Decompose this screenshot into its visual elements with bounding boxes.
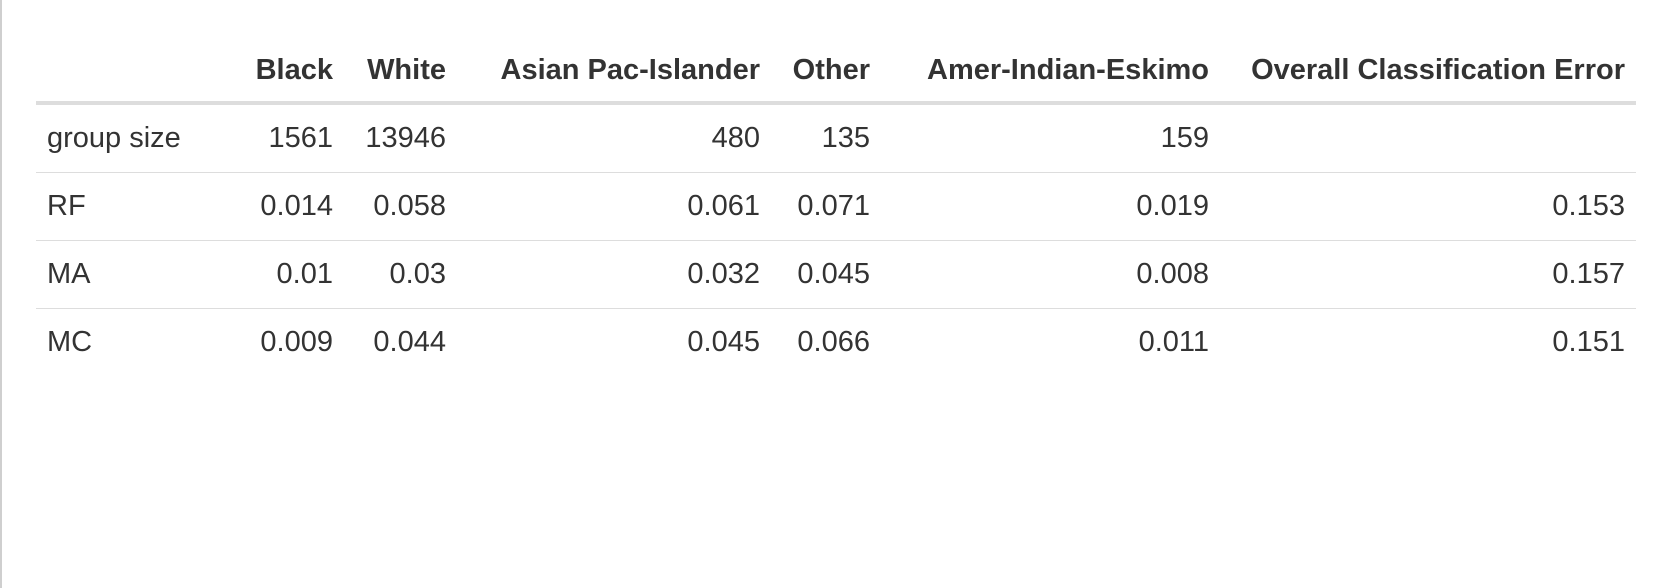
table-cell: 135 xyxy=(821,122,870,154)
table-cell: 0.008 xyxy=(881,240,1220,309)
table-row-rf: RF 0.014 0.058 0.061 0.071 0.019 0.153 xyxy=(36,172,1636,241)
table-cell: 0.01 xyxy=(212,240,344,309)
row-label: RF xyxy=(36,172,212,241)
table-cell: 0.019 xyxy=(881,172,1220,241)
header-cell-other: Other xyxy=(771,37,881,105)
table-cell: 0.032 xyxy=(457,240,771,309)
header-cell-black: Black xyxy=(212,37,344,105)
table-cell: 0.011 xyxy=(881,308,1220,376)
table-cell xyxy=(1220,103,1636,173)
header-cell-amer-indian-eskimo: Amer-Indian-Eskimo xyxy=(881,37,1220,105)
results-table: Black White Asian Pac-Islander Other Ame… xyxy=(36,37,1636,376)
table-cell: 0.03 xyxy=(344,240,457,309)
table-cell: 0.058 xyxy=(344,172,457,241)
table-row-mc: MC 0.009 0.044 0.045 0.066 0.011 0.151 xyxy=(36,308,1636,376)
table-cell: 0.009 xyxy=(212,308,344,376)
header-row: Black White Asian Pac-Islander Other Ame… xyxy=(36,37,1636,105)
table-cell: 0.045 xyxy=(771,240,881,309)
table-cell: 0.157 xyxy=(1220,240,1636,309)
table-cell: 480 xyxy=(711,122,760,154)
table-cell: 13946 xyxy=(365,122,446,154)
table-cell: 0.153 xyxy=(1220,172,1636,241)
table-cell: 0.151 xyxy=(1220,308,1636,376)
table-header: Black White Asian Pac-Islander Other Ame… xyxy=(36,37,1636,105)
table-cell: 0.014 xyxy=(212,172,344,241)
table-cell: 0.071 xyxy=(771,172,881,241)
table-cell: 0.066 xyxy=(771,308,881,376)
row-label: MC xyxy=(36,308,212,376)
table-row-ma: MA 0.01 0.03 0.032 0.045 0.008 0.157 xyxy=(36,240,1636,309)
header-cell-rowlabel xyxy=(36,37,212,105)
table-cell: 0.061 xyxy=(457,172,771,241)
table-cell: 0.044 xyxy=(344,308,457,376)
table-body: group size 1561 13946 480 135 159 RF 0.0… xyxy=(36,103,1636,376)
header-cell-asian-pac-islander: Asian Pac-Islander xyxy=(457,37,771,105)
table-cell: 0.045 xyxy=(457,308,771,376)
table-cell: 1561 xyxy=(268,122,333,154)
row-label: MA xyxy=(36,240,212,309)
row-label: group size xyxy=(47,122,181,154)
header-cell-white: White xyxy=(344,37,457,105)
header-cell-overall-classification-error: Overall Classification Error xyxy=(1220,37,1636,105)
table-cell: 159 xyxy=(1160,122,1209,154)
table-row-group-size: group size 1561 13946 480 135 159 xyxy=(36,103,1636,173)
